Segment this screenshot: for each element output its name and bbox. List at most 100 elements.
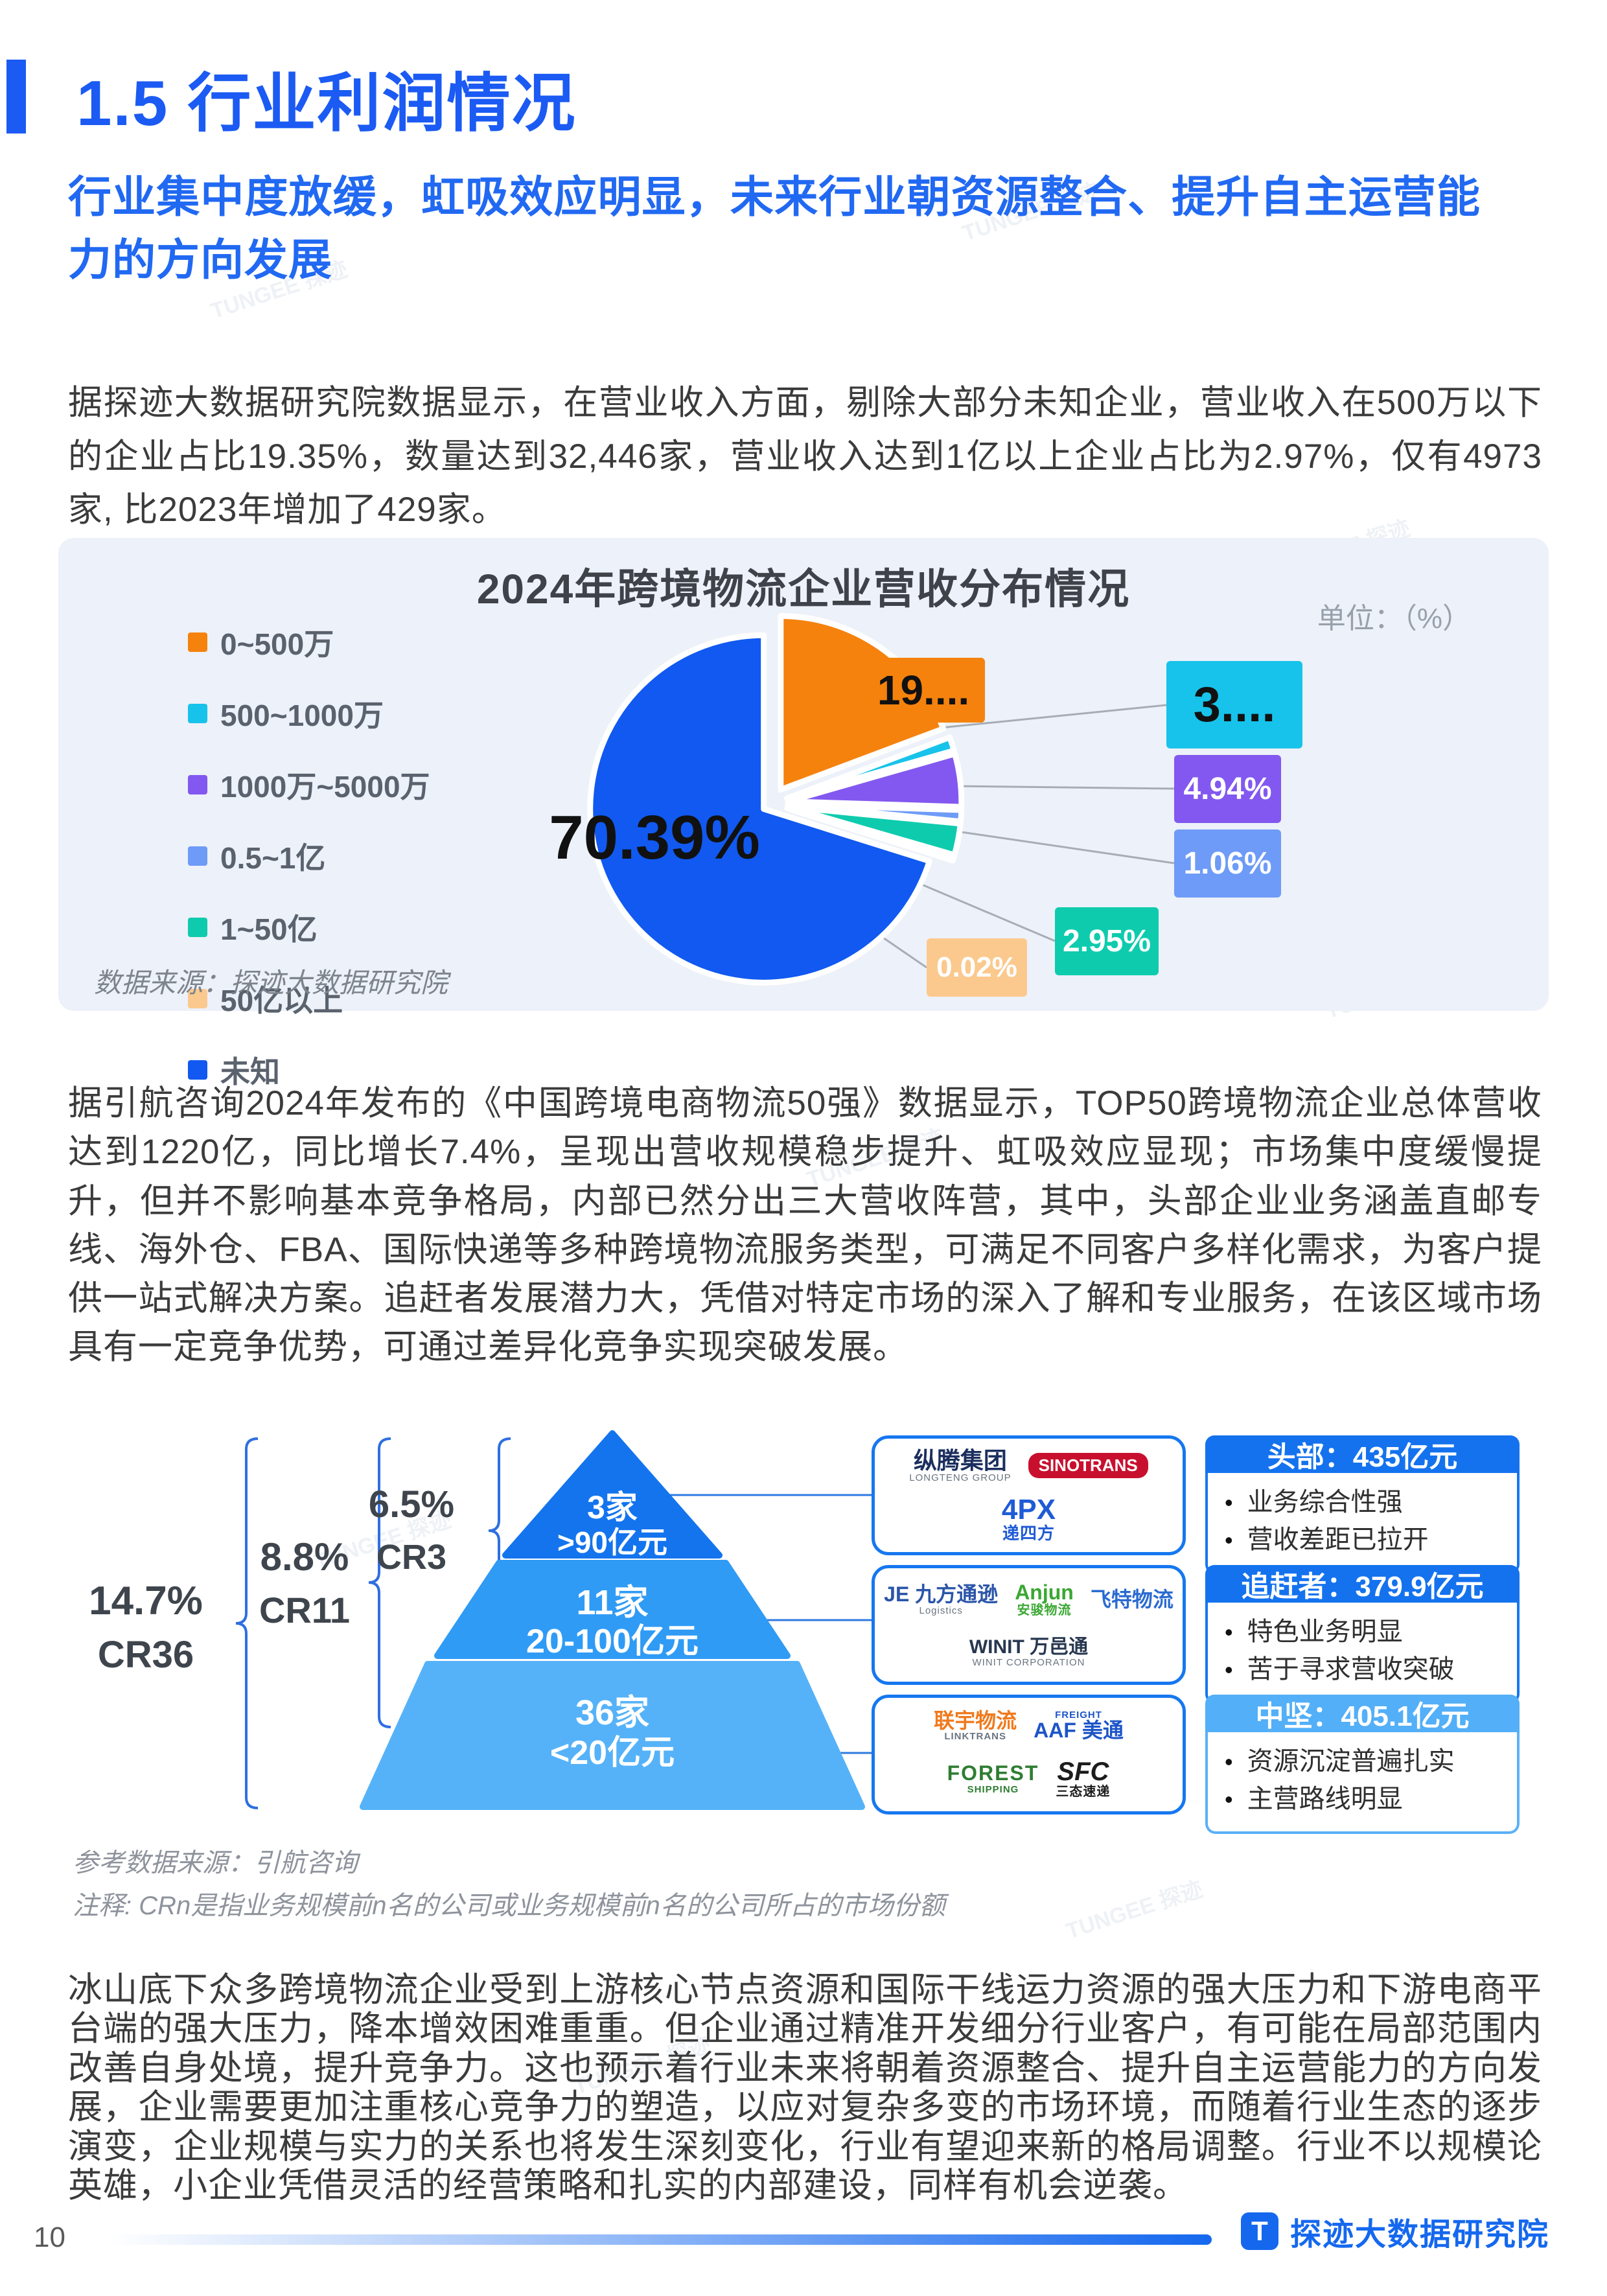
logo-main: AAF 美通	[1034, 1719, 1124, 1743]
legend-item: 500~1000万	[188, 692, 430, 735]
logo-sfc: SFC 三态速递	[1056, 1758, 1110, 1799]
logo-main: WINIT 万邑通	[969, 1636, 1089, 1658]
info-box-header: 追赶者：379.9亿元	[1205, 1565, 1520, 1603]
logo-longteng: 纵腾集团 LONGTENG GROUP	[909, 1448, 1011, 1483]
pie-label-0-500w: 19....	[862, 658, 985, 723]
info-box-header: 中坚：405.1亿元	[1205, 1695, 1520, 1732]
chart-title: 2024年跨境物流企业营收分布情况	[476, 566, 1131, 612]
pie-label-50yi-up: 0.02%	[927, 938, 1027, 997]
logo-feite: 飞特物流	[1090, 1587, 1173, 1611]
cr11-value: 8.8%	[260, 1535, 349, 1579]
watermark: TUNGEE 探迹	[1063, 1876, 1206, 1944]
logo-winit: WINIT 万邑通 WINIT CORPORATION	[969, 1637, 1088, 1667]
tier2-range: 20-100亿元	[526, 1623, 699, 1660]
pyramid-tiers	[360, 1430, 865, 1810]
paragraph-top50: 据引航咨询2024年发布的《中国跨境电商物流50强》数据显示，TOP50跨境物流…	[68, 1084, 1542, 1367]
pie-label-1000w-5000w: 4.94%	[1174, 755, 1281, 823]
trait-item: • 主营路线明显	[1225, 1780, 1510, 1818]
trait-item: • 特色业务明显	[1225, 1613, 1510, 1651]
logo-main: FOREST	[947, 1761, 1039, 1785]
pie-slice-500~1000万	[784, 734, 957, 802]
bullet-icon: •	[1225, 1786, 1233, 1813]
pyramid-source-note: 参考数据来源：引航咨询	[73, 1849, 358, 1877]
legend-label: 0.5~1亿	[220, 841, 326, 875]
logo-sub: 安骏物流	[1017, 1603, 1072, 1618]
pie-label-500-1000w: 3....	[1166, 661, 1302, 748]
legend-swatch-icon	[188, 1060, 207, 1080]
cr11-label: CR11	[259, 1590, 351, 1630]
legend-swatch-icon	[188, 918, 207, 937]
legend-item: 0.5~1亿	[188, 835, 430, 877]
trait-text: 特色业务明显	[1247, 1618, 1403, 1646]
trait-item: • 苦于寻求营收突破	[1225, 1651, 1510, 1688]
info-box-header: 头部：435亿元	[1205, 1435, 1520, 1473]
tier-connector-lines	[666, 1494, 872, 1754]
logo-anjun: Anjun 安骏物流	[1015, 1582, 1074, 1618]
logo-sinotrans: SINOTRANS	[1028, 1453, 1148, 1479]
logo-sub: LINKTRANS	[944, 1731, 1006, 1743]
cr3-label: CR3	[376, 1538, 447, 1577]
trait-item: • 营收差距已拉开	[1225, 1521, 1510, 1559]
legend-label: 50亿以上	[220, 984, 343, 1017]
logo-sub: 递四方	[1002, 1523, 1055, 1543]
logo-sub: 三态速递	[1056, 1785, 1111, 1800]
cr3-value: 6.5%	[368, 1483, 455, 1525]
legend-label: 500~1000万	[220, 699, 384, 732]
legend-item: 0~500万	[188, 621, 430, 664]
logo-sub: FREIGHT	[1055, 1709, 1102, 1721]
chart-source: 数据来源：探迹大数据研究院	[94, 968, 448, 998]
logo-linktrans: 联宇物流 LINKTRANS	[934, 1710, 1017, 1742]
chart-unit-label: 单位：（%）	[1317, 603, 1471, 634]
legend-label: 未知	[220, 1055, 280, 1089]
pyramid-diagram	[235, 1430, 872, 1810]
paragraph-outlook: 冰山底下众多跨境物流企业受到上游核心节点资源和国际干线运力资源的强大压力和下游电…	[68, 1971, 1542, 2205]
trait-item: • 业务综合性强	[1225, 1483, 1510, 1521]
legend-item: 50亿以上	[188, 977, 430, 1020]
pyramid-tier-bottom	[360, 1661, 865, 1810]
logo-main: 纵腾集团	[913, 1446, 1007, 1474]
logo-box-chaser-tier: JE 九方通逊 Logistics Anjun 安骏物流 飞特物流 WINIT …	[872, 1565, 1186, 1685]
logo-sub: WINIT CORPORATION	[972, 1656, 1085, 1668]
logo-main: SINOTRANS	[1028, 1453, 1148, 1479]
info-box-body: • 资源沉淀普遍扎实 • 主营路线明显	[1205, 1732, 1520, 1834]
pyramid-annotation-note: 注释: CRn是指业务规模前n名的公司或业务规模前n名的公司所占的市场份额	[73, 1892, 945, 1920]
cr36-value: 14.7%	[89, 1579, 203, 1623]
info-box-chaser: 追赶者：379.9亿元 • 特色业务明显 • 苦于寻求营收突破	[1205, 1565, 1520, 1704]
trait-text: 营收差距已拉开	[1247, 1525, 1429, 1554]
section-accent-bar	[6, 60, 26, 133]
legend-swatch-icon	[188, 704, 207, 723]
logo-aaf-freight: FREIGHT AAF 美通	[1034, 1710, 1124, 1742]
logo-sub: SHIPPING	[967, 1783, 1019, 1795]
logo-sub: LONGTENG GROUP	[909, 1472, 1012, 1483]
info-box-backbone: 中坚：405.1亿元 • 资源沉淀普遍扎实 • 主营路线明显	[1205, 1695, 1520, 1834]
bullet-icon: •	[1225, 1656, 1233, 1683]
tier2-count: 11家	[576, 1583, 649, 1622]
info-box-body: • 业务综合性强 • 营收差距已拉开	[1205, 1473, 1520, 1575]
bullet-icon: •	[1225, 1619, 1233, 1645]
legend-label: 0~500万	[220, 627, 334, 661]
legend-item: 1000万~5000万	[188, 763, 430, 806]
brand-logo-icon: T	[1241, 2212, 1278, 2250]
info-box-head: 头部：435亿元 • 业务综合性强 • 营收差距已拉开	[1205, 1435, 1520, 1575]
pie-label-1-50yi: 2.95%	[1055, 907, 1159, 975]
brand-name: 探迹大数据研究院	[1290, 2218, 1550, 2252]
logo-main: JE 九方通逊	[884, 1582, 999, 1606]
legend-swatch-icon	[188, 632, 207, 652]
footer-divider	[110, 2234, 1212, 2245]
legend-item: 未知	[188, 1049, 430, 1091]
logo-main: SFC	[1057, 1757, 1109, 1787]
page-number: 10	[34, 2221, 65, 2253]
logo-main: 4PX	[1001, 1493, 1056, 1525]
pie-slice-未知	[587, 632, 932, 986]
pie-slice-50亿以上	[784, 806, 957, 864]
legend-swatch-icon	[188, 846, 207, 866]
legend-swatch-icon	[188, 989, 207, 1008]
logo-box-head-tier: 纵腾集团 LONGTENG GROUP SINOTRANS 4PX 递四方	[872, 1435, 1186, 1555]
logo-main: 联宇物流	[934, 1708, 1017, 1732]
logo-main: 飞特物流	[1090, 1587, 1173, 1611]
logo-forest-shipping: FOREST SHIPPING	[947, 1763, 1039, 1794]
logo-box-backbone-tier: 联宇物流 LINKTRANS FREIGHT AAF 美通 FOREST SHI…	[872, 1695, 1186, 1815]
pie-legend: 0~500万 500~1000万 1000万~5000万 0.5~1亿 1~50…	[188, 621, 430, 1120]
footer-brand: T 探迹大数据研究院	[1241, 2209, 1549, 2254]
